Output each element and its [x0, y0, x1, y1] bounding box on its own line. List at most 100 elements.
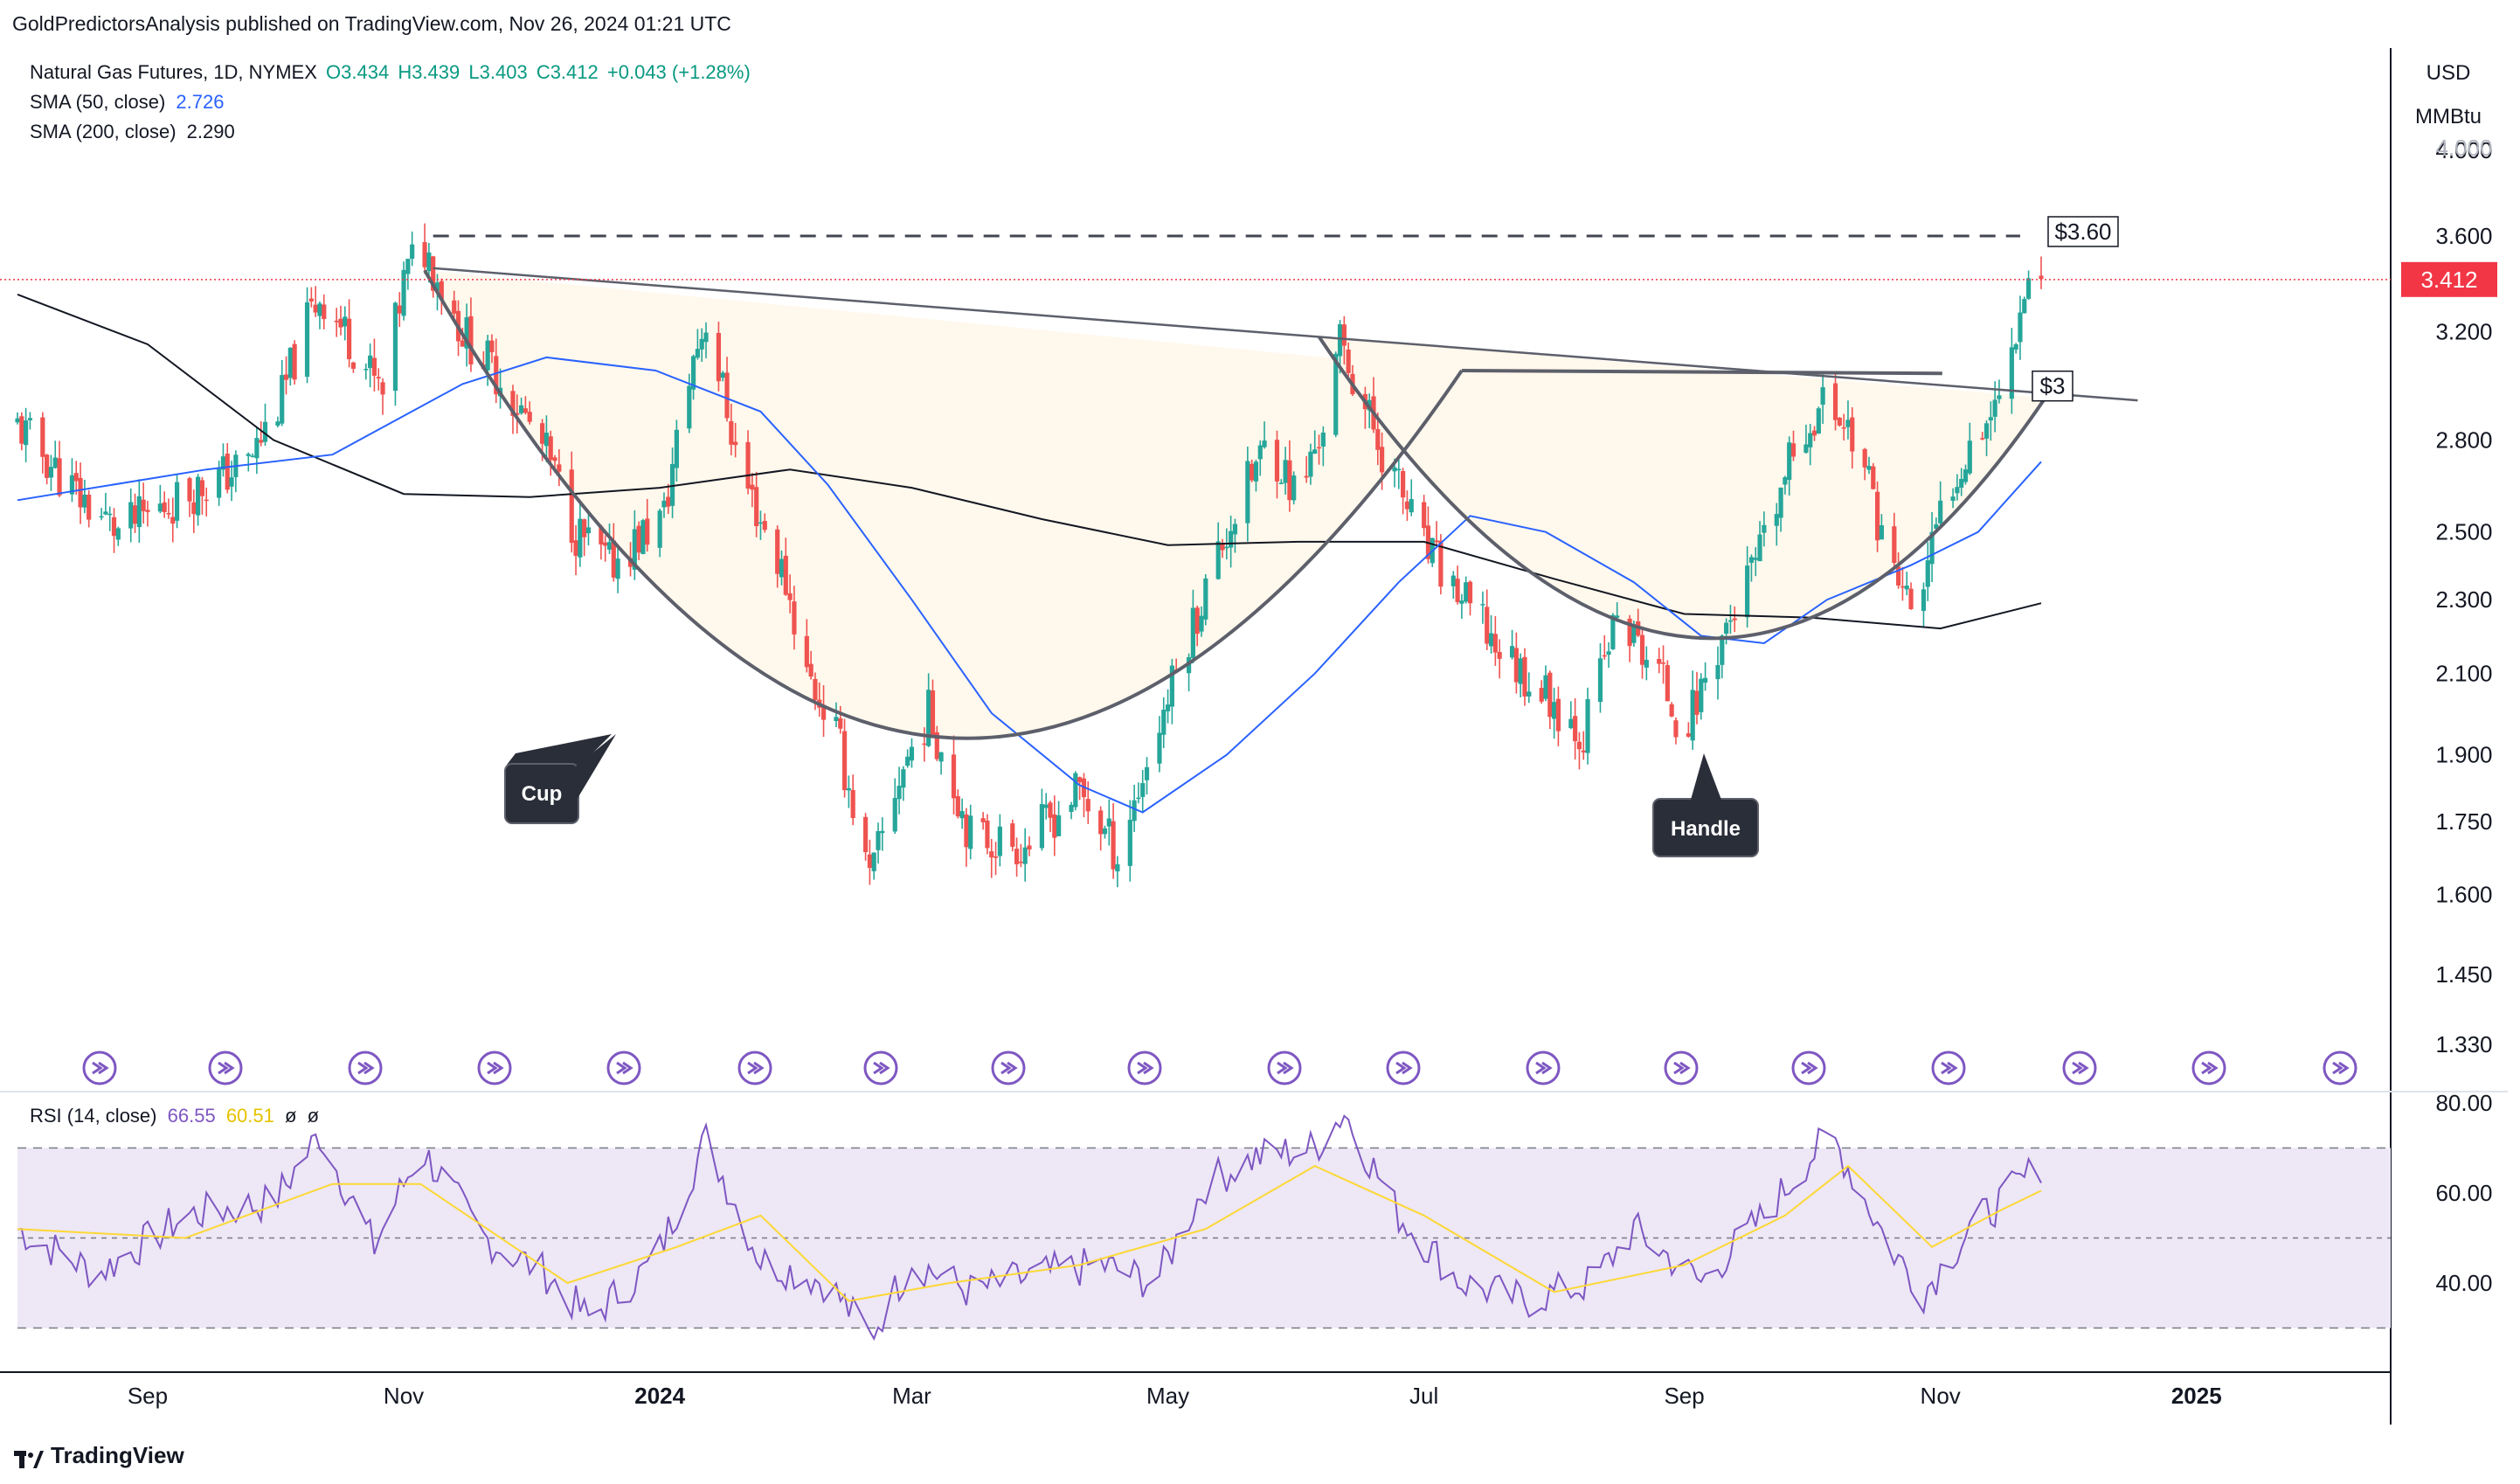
candle-body: [578, 518, 583, 558]
candle-body: [1748, 557, 1755, 563]
price-tick-label: 1.900: [2435, 742, 2492, 768]
event-arrow-icon: [1137, 1061, 1154, 1075]
candle-body: [1165, 704, 1171, 711]
handle-label: Handle: [1671, 817, 1741, 841]
price-tick-label: 2.100: [2435, 661, 2492, 687]
price-tick-label: 2.800: [2435, 426, 2492, 453]
candle-body: [1871, 466, 1876, 489]
candle-body: [1908, 588, 1914, 609]
candle-body: [136, 496, 142, 528]
candle-body: [1333, 353, 1339, 435]
candle-body: [1808, 433, 1813, 447]
candle-body: [52, 457, 58, 468]
candle-body: [1879, 525, 1885, 540]
candle-body: [1052, 814, 1057, 838]
candle-body: [1929, 531, 1935, 565]
candle-body: [1660, 662, 1666, 664]
last-price-tag: [2401, 261, 2497, 297]
candle-body: [1573, 716, 1578, 742]
candle-body: [1896, 566, 1901, 586]
rsi-label: RSI (14, close): [30, 1105, 157, 1127]
candle-body: [955, 796, 960, 817]
candle-body: [1497, 652, 1502, 659]
candle-body: [1850, 417, 1855, 452]
candle-body: [1434, 540, 1439, 543]
candle-body: [775, 529, 780, 574]
candle-body: [87, 494, 92, 520]
candle-body: [758, 522, 764, 524]
candle-body: [1132, 800, 1137, 822]
candle-body: [401, 269, 406, 316]
candle-body: [1745, 565, 1750, 618]
candle-body: [1547, 672, 1553, 718]
candle-body: [166, 513, 171, 515]
unit-label[interactable]: MMBtu: [2414, 105, 2482, 128]
candle-body: [1392, 467, 1397, 472]
event-arrow-icon: [1277, 1061, 1294, 1075]
candle-body: [1250, 463, 1255, 481]
candle-body: [669, 463, 675, 506]
candle-body: [317, 303, 322, 316]
candle-body: [1988, 417, 1993, 421]
sma200-legend[interactable]: SMA (200, close) 2.290: [30, 121, 235, 143]
candle-body: [1115, 863, 1120, 872]
candle-body: [657, 510, 662, 548]
symbol-name[interactable]: Natural Gas Futures, 1D, NYMEX: [30, 61, 317, 83]
candle-body: [905, 756, 910, 766]
candle-body: [426, 252, 432, 272]
tradingview-logo[interactable]: TradingView: [14, 1442, 184, 1469]
candle-body: [217, 468, 222, 498]
change-value: +0.043 (+1.28%): [606, 61, 751, 83]
currency-unit-box[interactable]: USD MMBtu: [2396, 45, 2501, 140]
sma50-legend[interactable]: SMA (50, close) 2.726: [30, 91, 224, 114]
candle-body: [350, 362, 356, 369]
candle-body: [1278, 482, 1284, 484]
candle-body: [1232, 524, 1238, 535]
candle-body: [1257, 445, 1263, 460]
open-value: O3.434: [326, 61, 390, 83]
candle-body: [1568, 718, 1574, 729]
candle-body: [892, 798, 897, 832]
candle-body: [1904, 586, 1909, 590]
candle-body: [1056, 815, 1062, 836]
event-arrow-icon: [487, 1061, 504, 1075]
candle-body: [1455, 579, 1460, 602]
candle-body: [1585, 699, 1590, 753]
candle-body: [640, 520, 646, 554]
candle-body: [989, 851, 994, 858]
currency-label[interactable]: USD: [2426, 61, 2471, 85]
event-arrow-icon: [218, 1061, 235, 1075]
candle-body: [73, 473, 79, 482]
candle-body: [1925, 560, 1930, 587]
candle-body: [1757, 534, 1762, 562]
candle-body: [632, 529, 637, 570]
candle-body: [1602, 655, 1607, 657]
resistance-label: $3.60: [2054, 218, 2111, 245]
candle-body: [518, 405, 524, 413]
candle-body: [1287, 460, 1292, 501]
candle-body: [779, 558, 785, 578]
candle-body: [552, 457, 557, 461]
tradingview-logo-icon: [14, 1447, 44, 1468]
candle-body: [1073, 773, 1078, 808]
sma200-value: 2.290: [186, 121, 235, 142]
rsi-extra-2: ø: [307, 1105, 320, 1127]
candle-body: [922, 743, 927, 745]
candle-body: [515, 413, 520, 415]
candle-body: [968, 815, 973, 849]
symbol-legend: Natural Gas Futures, 1D, NYMEX O3.434 H3…: [30, 61, 751, 84]
candle-body: [980, 818, 986, 822]
candle-body: [229, 477, 234, 487]
candle-body: [2009, 347, 2014, 399]
candle-body: [1190, 607, 1195, 659]
candle-body: [1316, 447, 1322, 449]
candle-body: [368, 355, 373, 369]
candle-body: [225, 454, 230, 490]
candle-body: [1018, 861, 1023, 863]
candle-body: [1820, 387, 1825, 406]
candle-body: [599, 526, 604, 544]
candle-body: [846, 787, 851, 791]
candle-body: [1450, 575, 1456, 586]
candle-body: [569, 469, 574, 544]
rsi-legend[interactable]: RSI (14, close) 66.55 60.51 ø ø: [30, 1105, 319, 1127]
